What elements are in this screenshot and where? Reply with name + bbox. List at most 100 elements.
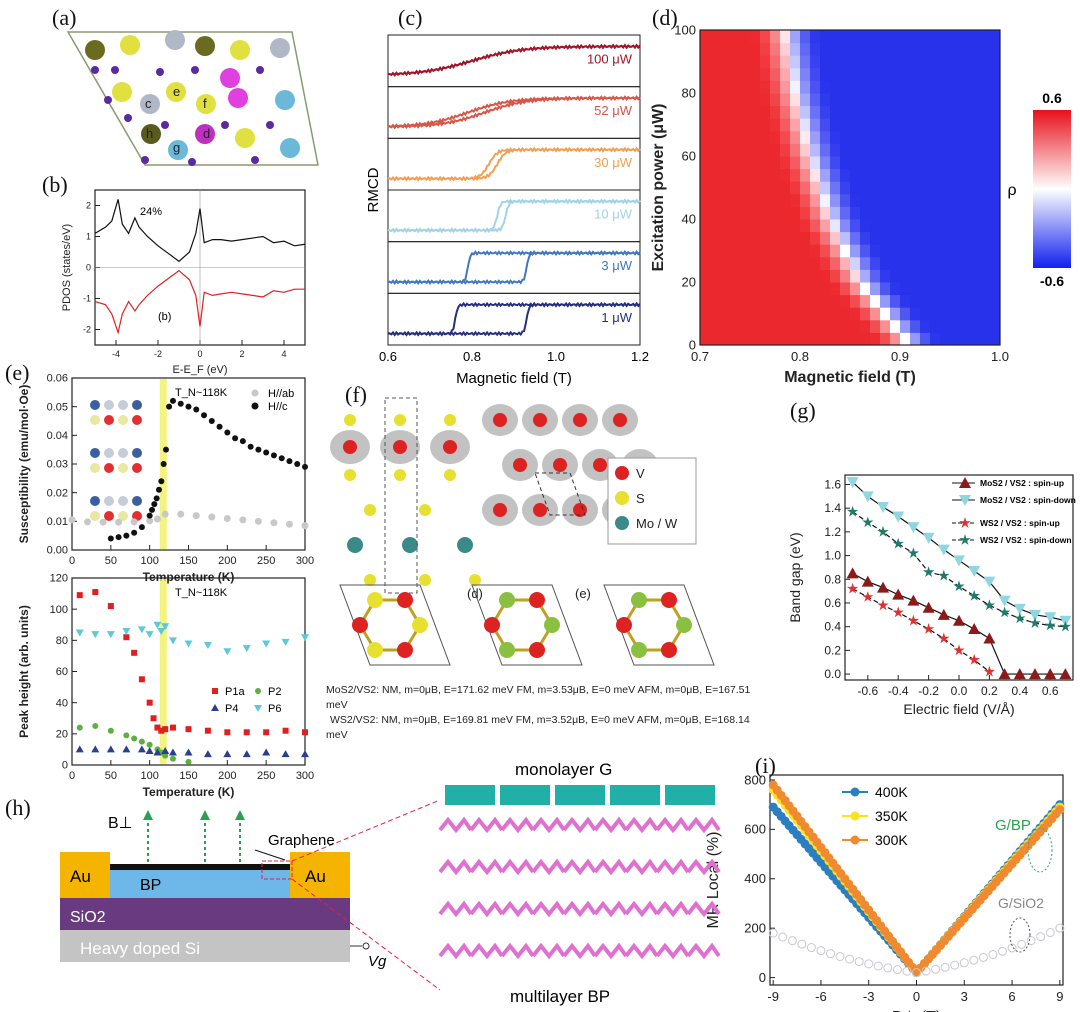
legend-marker — [254, 705, 262, 712]
data-point — [873, 961, 883, 971]
heatmap-cell — [990, 193, 1001, 207]
chart-e_bottom: 0 50 100 150 200 250 300 0 20 40 60 80 100 120 Tempera… — [17, 573, 314, 799]
heatmap-cell — [960, 256, 971, 270]
v-atom — [443, 440, 457, 454]
data-point — [302, 463, 308, 470]
data-point — [1013, 668, 1026, 680]
heatmap-cell — [730, 244, 741, 258]
heatmap-cell — [710, 130, 721, 144]
heatmap-cell — [790, 156, 801, 170]
graphene-layer — [445, 785, 495, 805]
data-point — [107, 603, 114, 610]
heatmap-cell — [710, 80, 721, 94]
v-atom — [553, 458, 567, 472]
heatmap-cell — [890, 256, 901, 270]
heatmap-cell — [750, 130, 761, 144]
y-tick-label: 1 — [86, 232, 91, 242]
heatmap-cell — [860, 30, 871, 44]
heatmap-cell — [800, 55, 811, 69]
heatmap-cell — [940, 67, 951, 81]
heatmap-cell — [960, 130, 971, 144]
si-label: Heavy doped Si — [80, 939, 200, 958]
heatmap-cell — [750, 282, 761, 296]
heatmap-cell — [820, 244, 831, 258]
heatmap-cell — [880, 42, 891, 56]
heatmap-cell — [760, 93, 771, 107]
colorbar-min: -0.6 — [1040, 273, 1064, 289]
data-point — [937, 608, 950, 620]
x-tick-label: 100 — [140, 555, 158, 567]
atom — [352, 617, 368, 633]
heatmap-cell — [830, 130, 841, 144]
heatmap-cell — [820, 30, 831, 44]
heatmap-cell — [870, 156, 881, 170]
legend-label: P2 — [268, 686, 281, 698]
heatmap-cell — [930, 156, 941, 170]
legend-v: V — [636, 466, 645, 481]
heatmap-cell — [800, 319, 811, 333]
heatmap-cell — [870, 80, 881, 94]
heatmap-cell — [920, 319, 931, 333]
heatmap-cell — [710, 118, 721, 132]
y-tick-label: 20 — [56, 729, 68, 741]
heatmap-cell — [740, 269, 751, 283]
y-axis-label: Excitation power (μW) — [650, 103, 667, 271]
heatmap-cell — [700, 67, 711, 81]
atom — [165, 30, 185, 50]
atom — [104, 400, 114, 410]
heatmap-cell — [750, 93, 761, 107]
heatmap-cell — [850, 168, 861, 182]
heatmap-cell — [790, 118, 801, 132]
heatmap-cell — [790, 168, 801, 182]
heatmap-cell — [870, 181, 881, 195]
heatmap-cell — [790, 42, 801, 56]
heatmap-cell — [750, 118, 761, 132]
bp-layer — [593, 816, 628, 834]
heatmap-cell — [830, 181, 841, 195]
heatmap-cell — [950, 168, 961, 182]
heatmap-cell — [720, 143, 731, 157]
data-point — [892, 965, 902, 975]
chart-e_top: 0 50 100 150 200 250 300 0.00 0.01 0.02 0.03 0.04 0.… — [17, 373, 314, 584]
data-point — [160, 461, 167, 467]
heatmap-cell — [790, 244, 801, 258]
heatmap-cell — [800, 80, 811, 94]
heatmap-cell — [950, 231, 961, 245]
mo-w-atom — [457, 537, 473, 553]
heatmap-cell — [930, 319, 941, 333]
heatmap-cell — [700, 80, 711, 94]
heatmap-cell — [950, 206, 961, 220]
atom — [367, 592, 383, 608]
heatmap-cell — [860, 244, 871, 258]
heatmap-cell — [900, 67, 911, 81]
heatmap-cell — [820, 256, 831, 270]
data-point — [845, 954, 855, 964]
small-atom — [191, 66, 199, 74]
heatmap-cell — [850, 105, 861, 119]
heatmap-cell — [970, 118, 981, 132]
heatmap-cell — [910, 80, 921, 94]
data-point — [145, 746, 154, 754]
heatmap-cell — [900, 231, 911, 245]
y-tick-label: 0 — [86, 263, 91, 273]
heatmap-cell — [760, 244, 771, 258]
heatmap-cell — [700, 307, 711, 321]
heatmap-cell — [900, 319, 911, 333]
heatmap-cell — [920, 244, 931, 258]
heatmap-cell — [960, 42, 971, 56]
small-atom — [104, 96, 112, 104]
heatmap-cell — [940, 193, 951, 207]
heatmap-cell — [930, 181, 941, 195]
structure-f: V S Mo / W (d) (e) MoS2/VS2: NM, m=0μB, … — [326, 397, 751, 741]
heatmap-cell — [870, 105, 881, 119]
data-point — [938, 632, 950, 644]
heatmap-cell — [960, 80, 971, 94]
legend-marker — [959, 477, 971, 488]
data-point — [953, 614, 965, 626]
bp-layer — [531, 900, 566, 918]
heatmap-cell — [820, 67, 831, 81]
y-axis-label: Band gap (eV) — [787, 532, 803, 622]
heatmap-cell — [880, 231, 891, 245]
heatmap-cell — [970, 156, 981, 170]
